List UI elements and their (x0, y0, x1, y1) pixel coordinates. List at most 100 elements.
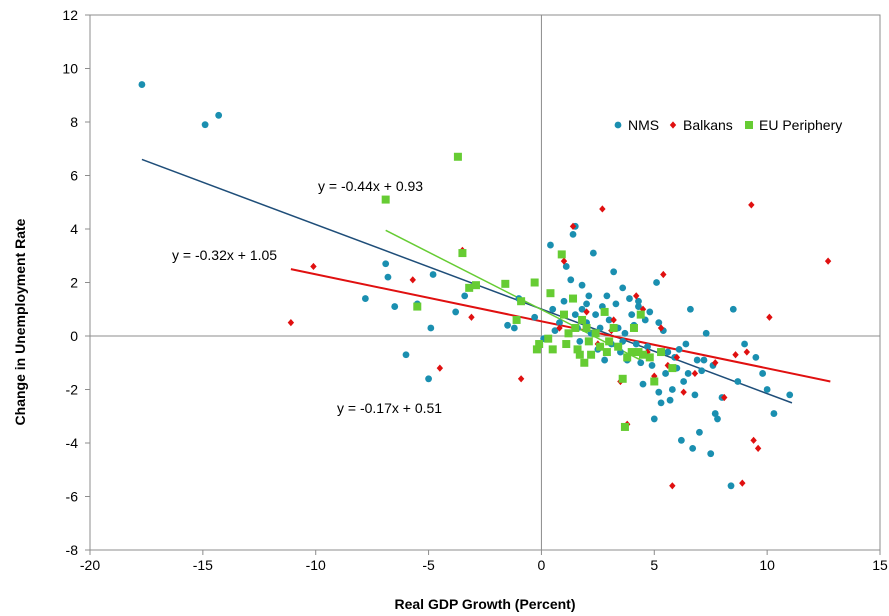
point-nms (711, 410, 719, 417)
point-nms (714, 415, 721, 423)
y-tick-label: 10 (62, 61, 78, 77)
point-nms (682, 340, 690, 348)
point-eu-periphery (530, 278, 539, 287)
point-eu-periphery (668, 364, 677, 373)
x-tick-label: 5 (650, 557, 658, 573)
point-nms (461, 292, 469, 300)
point-balkans (673, 353, 681, 361)
point-eu-periphery (535, 340, 544, 349)
y-tick-label: -4 (66, 435, 79, 451)
point-nms (655, 319, 663, 327)
point-nms (571, 311, 579, 318)
point-nms (635, 303, 642, 310)
point-eu-periphery (623, 353, 632, 362)
equation-label: y = -0.17x + 0.51 (337, 400, 442, 416)
point-nms (567, 276, 575, 284)
point-nms (201, 121, 209, 129)
data-points (138, 81, 832, 490)
point-eu-periphery (546, 289, 555, 298)
point-nms (504, 321, 511, 329)
point-balkans (739, 479, 746, 487)
point-nms (653, 279, 660, 286)
plot-frame (89, 14, 881, 551)
point-nms (578, 281, 586, 289)
y-tick-label: -8 (66, 542, 79, 558)
point-nms (684, 370, 692, 377)
point-nms (696, 428, 703, 436)
point-balkans (517, 375, 525, 383)
legend: NMS Balkans EU Periphery (614, 117, 842, 133)
point-balkans (560, 257, 568, 265)
trendline-eu-periphery (385, 229, 642, 361)
point-balkans (657, 324, 665, 332)
point-nms (610, 268, 618, 276)
point-nms (666, 396, 674, 404)
point-nms (693, 356, 701, 364)
point-nms (702, 329, 710, 337)
point-nms (675, 345, 683, 353)
point-eu-periphery (573, 345, 582, 354)
point-nms (138, 81, 146, 88)
legend-label-eu-periphery: EU Periphery (759, 117, 842, 133)
point-eu-periphery (657, 348, 666, 357)
point-nms (603, 292, 611, 300)
point-nms (752, 354, 760, 361)
trendlines (141, 158, 831, 404)
x-tick-label: 15 (872, 557, 888, 573)
point-nms (556, 319, 563, 327)
point-nms (382, 260, 390, 268)
point-eu-periphery (471, 281, 480, 290)
point-balkans (610, 316, 617, 324)
point-balkans (436, 364, 444, 372)
y-tick-label: -6 (66, 489, 79, 505)
point-balkans (651, 372, 658, 380)
x-tick-label: -5 (422, 557, 435, 573)
point-eu-periphery (465, 283, 474, 292)
point-nms (562, 263, 570, 270)
point-nms (657, 399, 665, 407)
point-eu-periphery (544, 334, 553, 343)
equation-label: y = -0.32x + 1.05 (172, 247, 277, 263)
point-nms (601, 356, 609, 364)
point-nms (700, 356, 708, 364)
point-balkans (660, 270, 667, 279)
point-nms (621, 329, 629, 337)
x-axis-title: Real GDP Growth (Percent) (394, 596, 575, 612)
point-balkans (599, 205, 606, 213)
point-nms (734, 378, 742, 385)
x-tick-label: 10 (759, 557, 775, 573)
trendline-nms (141, 158, 793, 404)
point-eu-periphery (618, 374, 627, 383)
point-nms (646, 308, 654, 316)
point-balkans (569, 222, 577, 230)
point-eu-periphery (517, 297, 526, 306)
point-nms (427, 324, 435, 332)
point-eu-periphery (602, 348, 611, 357)
point-nms (759, 370, 767, 377)
point-eu-periphery (569, 294, 578, 303)
point-eu-periphery (413, 302, 422, 311)
point-nms (741, 340, 748, 348)
point-nms (619, 284, 627, 292)
point-balkans (691, 369, 699, 378)
y-axis-title: Change in Unemployment Rate (12, 218, 28, 425)
point-eu-periphery (591, 329, 600, 338)
point-nms (677, 436, 685, 444)
point-eu-periphery (564, 329, 573, 338)
point-nms (662, 370, 669, 377)
point-nms (650, 415, 658, 423)
x-tick-label: -20 (80, 557, 100, 573)
point-eu-periphery (596, 342, 605, 351)
point-eu-periphery (582, 323, 591, 332)
point-balkans (712, 359, 719, 367)
point-nms (510, 324, 518, 332)
y-tick-label: -2 (66, 382, 79, 398)
point-nms (361, 295, 369, 302)
point-balkans (766, 313, 773, 321)
point-eu-periphery (600, 307, 609, 316)
point-eu-periphery (650, 377, 659, 386)
x-tick-label: 0 (538, 557, 546, 573)
point-eu-periphery (645, 353, 654, 362)
